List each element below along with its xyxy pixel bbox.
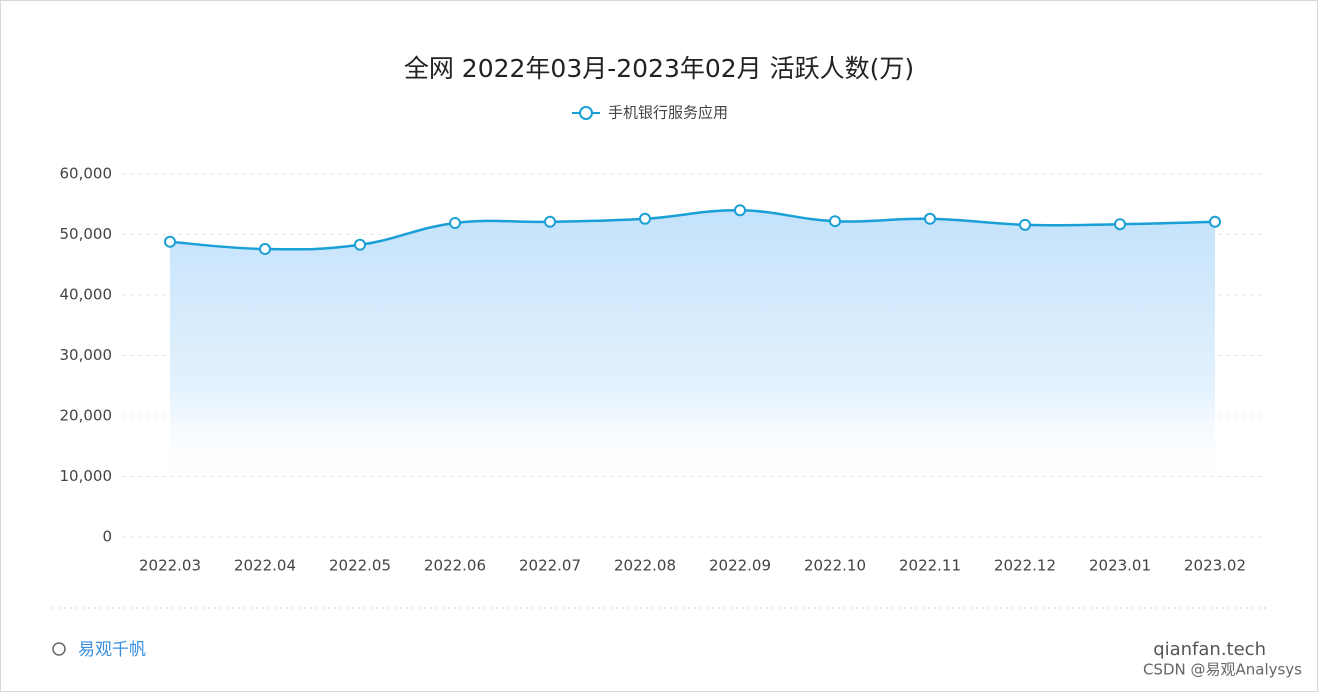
point [544, 215, 556, 228]
point [1019, 218, 1031, 231]
y-tick-label: 20,000 [60, 407, 113, 425]
area [170, 210, 1215, 538]
point [449, 217, 461, 230]
point [924, 212, 936, 225]
point [639, 212, 651, 225]
x-tick-label: 2022.09 [709, 557, 771, 575]
point [829, 215, 841, 228]
legend-label: 手机银行服务应用 [608, 104, 728, 122]
x-tick-label: 2022.11 [899, 557, 961, 575]
x-tick-label: 2022.08 [614, 557, 676, 575]
y-tick-label: 60,000 [60, 165, 113, 183]
y-tick-label: 40,000 [60, 286, 113, 304]
x-tick-label: 2022.06 [424, 557, 486, 575]
point [1209, 215, 1221, 228]
x-tick-label: 2022.10 [804, 557, 866, 575]
series-line [169, 209, 1216, 251]
point [1114, 218, 1126, 231]
x-tick-label: 2023.01 [1089, 557, 1151, 575]
site: qianfan.tech [1153, 639, 1266, 660]
y-tick-label: 10,000 [60, 467, 113, 485]
x-tick-label: 2022.12 [994, 557, 1056, 575]
y-tick-label: 30,000 [60, 346, 113, 364]
point [354, 238, 366, 251]
y-tick-label: 50,000 [60, 225, 113, 243]
brand: 易观千帆 [78, 640, 146, 660]
legend-marker [579, 106, 593, 120]
x-tick-label: 2022.03 [139, 557, 201, 575]
x-tick-label: 2022.05 [329, 557, 391, 575]
x-tick-label: 2023.02 [1184, 557, 1246, 575]
credit: CSDN @易观Analysys [1143, 661, 1302, 679]
y-tick-label: 0 [102, 528, 112, 546]
x-tick-label: 2022.04 [234, 557, 296, 575]
point [259, 243, 271, 256]
point [734, 204, 746, 217]
point [164, 235, 176, 248]
chart-title: 全网 2022年03月-2023年02月 活跃人数(万) [404, 54, 914, 83]
brand-icon [52, 642, 66, 656]
x-tick-label: 2022.07 [519, 557, 581, 575]
